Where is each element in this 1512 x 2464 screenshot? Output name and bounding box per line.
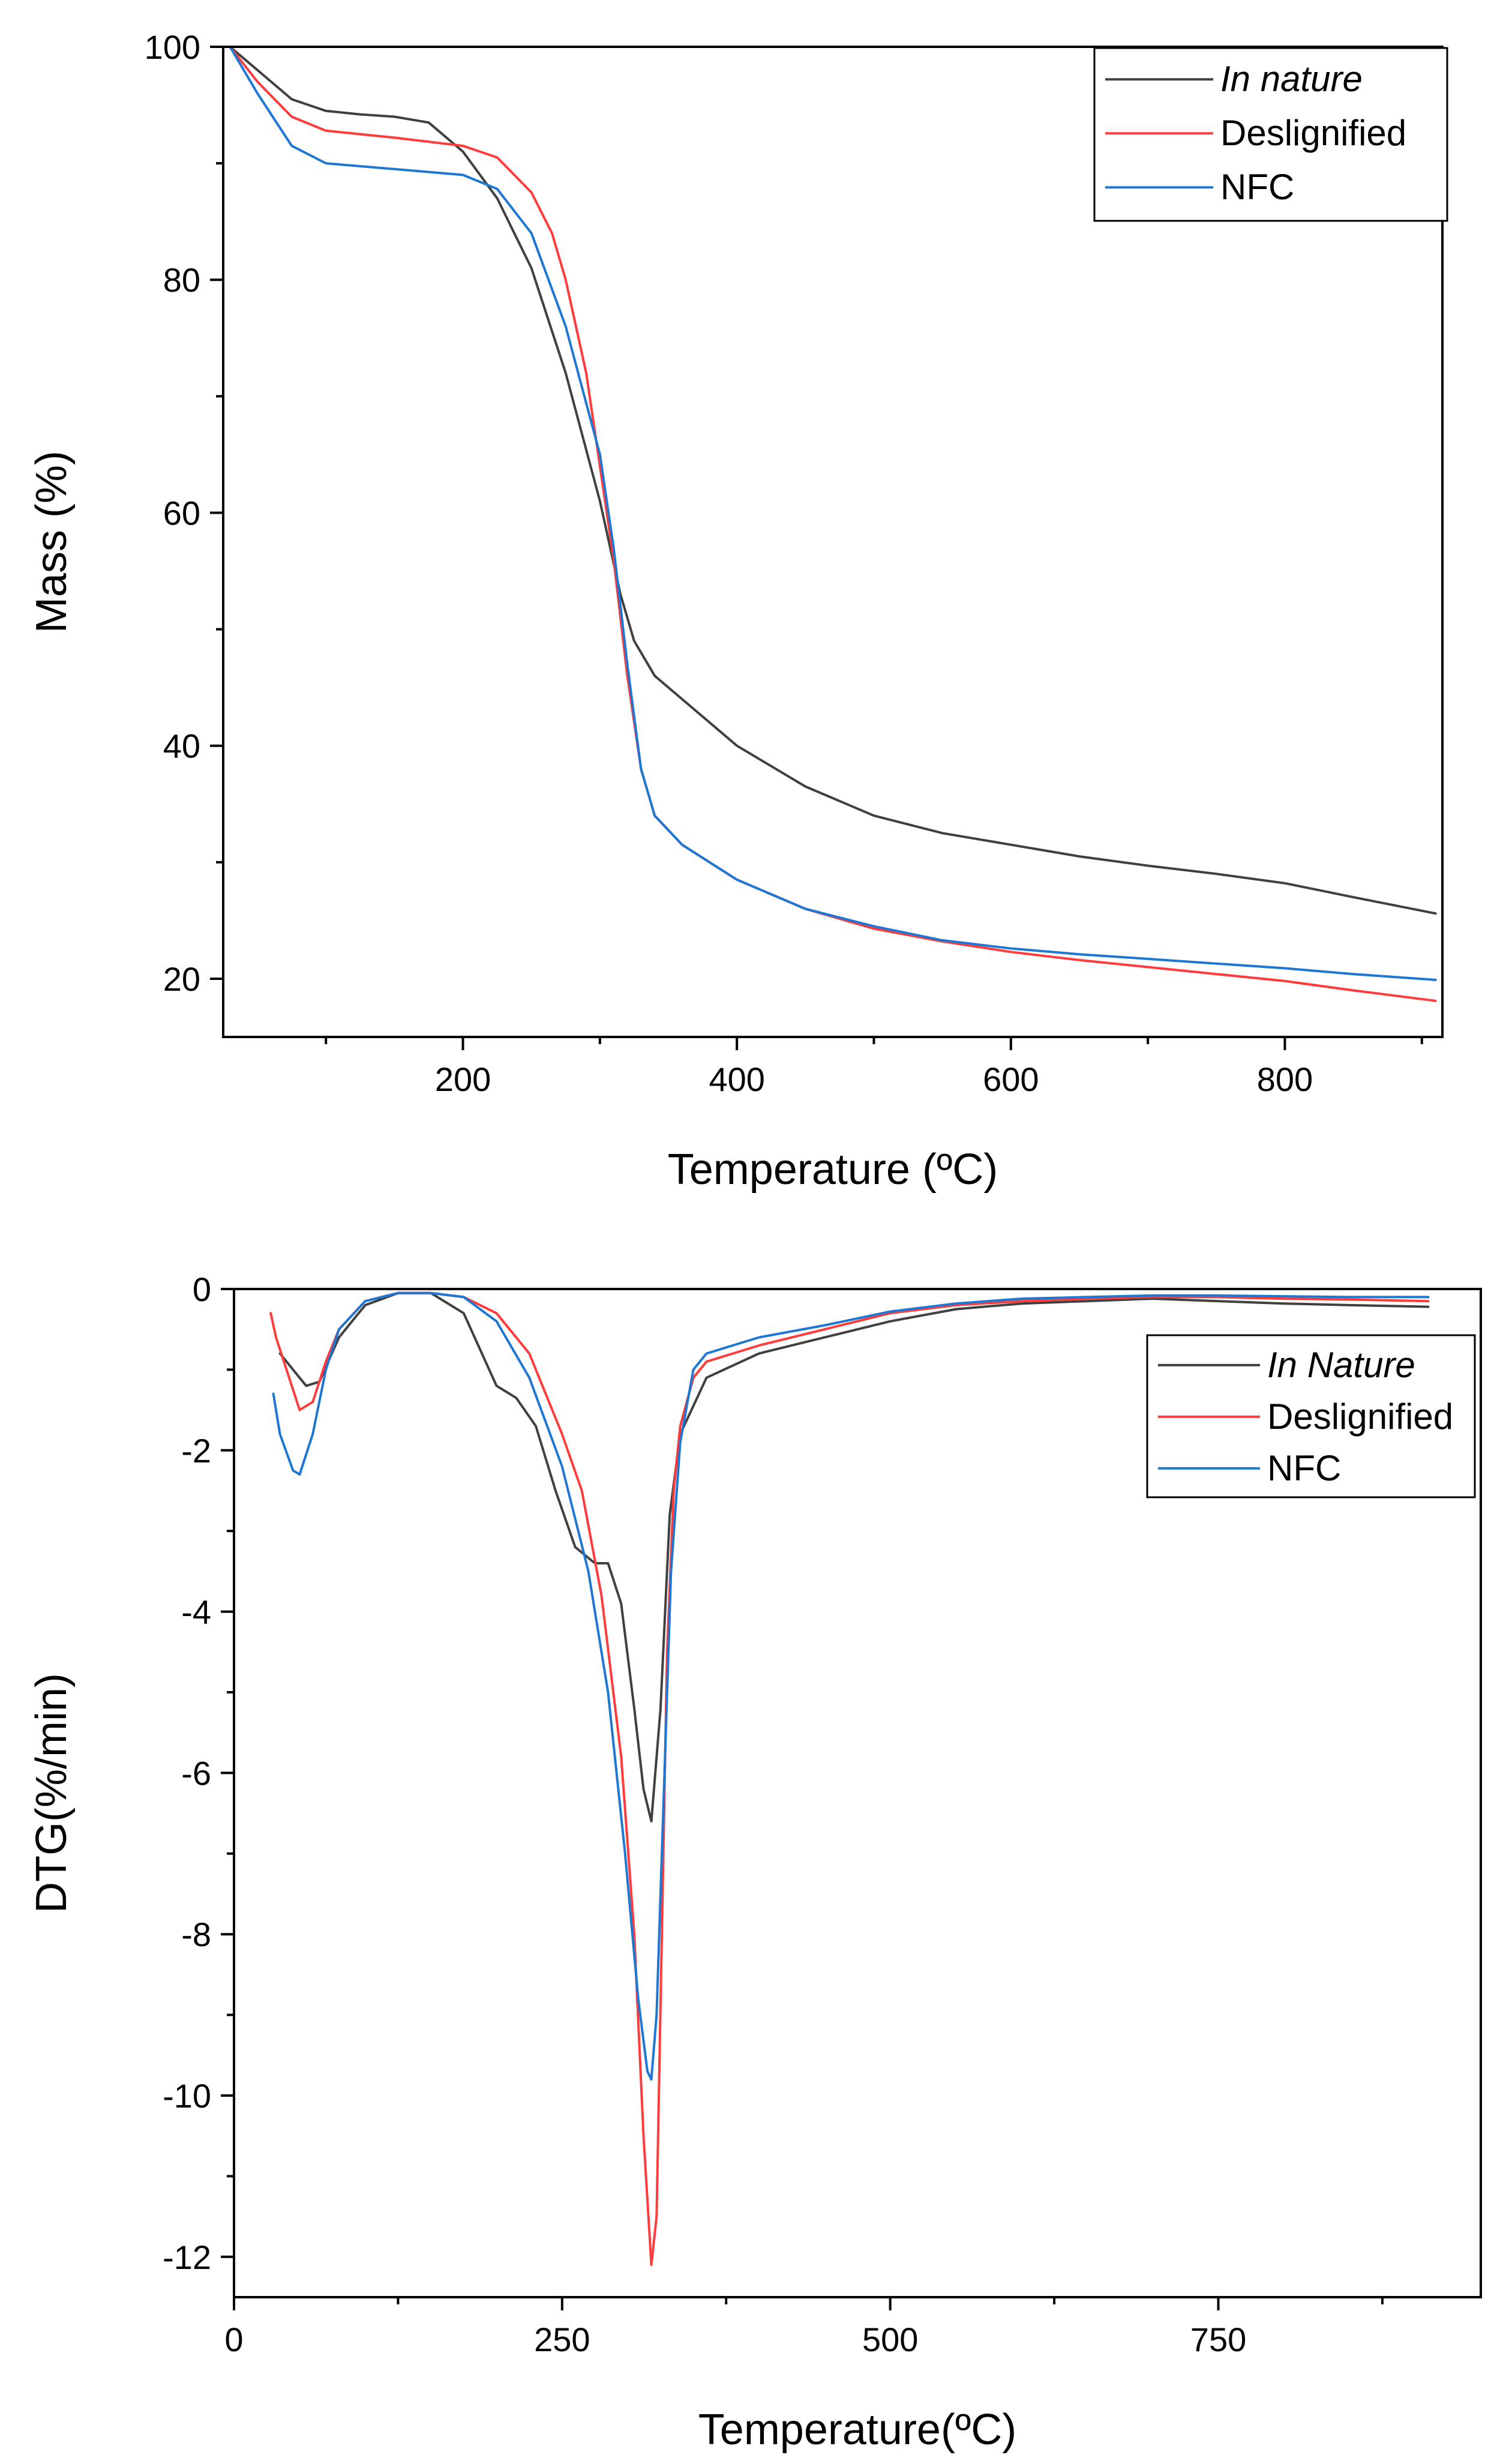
mass-chart: 200 400 600 800 20 40 60 80 100 Temperature (ºC) M… [28, 28, 1448, 1194]
dtg-y-tick-label: -2 [181, 1432, 211, 1470]
dtg-legend: In Nature Deslignified NFC [1146, 1334, 1476, 1498]
mass-y-axis-title: Mass (%) [28, 451, 76, 633]
mass-series-line-nfc [229, 47, 1437, 981]
dtg-series-line-nfc [272, 1291, 1430, 2081]
dtg-legend-label: Deslignified [1267, 1396, 1453, 1437]
mass-plot-frame [222, 46, 1444, 1038]
mass-y-tick-label: 60 [163, 494, 200, 532]
dtg-x-tick-label: 500 [862, 2321, 918, 2358]
mass-x-tick-label: 200 [435, 1060, 491, 1098]
dtg-chart: 0 250 500 750 0 -2 -4 -6 -8 -10 -12 Temperature(ºC)… [28, 1270, 1482, 2454]
dtg-y-tick-label: -4 [181, 1593, 211, 1631]
mass-legend-label: Deslignified [1220, 113, 1406, 153]
dtg-x-tick-label: 0 [224, 2321, 243, 2358]
mass-legend-label: In nature [1220, 59, 1363, 99]
mass-y-tick-label: 100 [145, 28, 200, 66]
mass-series-line-in-nature [229, 47, 1437, 915]
dtg-x-tick-label: 750 [1190, 2321, 1246, 2358]
dtg-series-line-in-nature [278, 1291, 1430, 1822]
dtg-y-tick-label: -12 [163, 2238, 211, 2276]
mass-y-tick-label: 20 [163, 960, 200, 998]
dtg-legend-label: In Nature [1267, 1345, 1415, 1385]
dtg-y-tick-label: -6 [181, 1754, 211, 1792]
mass-x-axis-title: Temperature (ºC) [668, 1146, 998, 1194]
dtg-y-axis-title: DTG(%/min) [28, 1673, 76, 1913]
mass-x-tick-label: 400 [709, 1060, 764, 1098]
dtg-plot-frame [233, 1288, 1482, 2298]
dtg-x-tick-label: 250 [534, 2321, 590, 2358]
mass-y-tick-label: 80 [163, 261, 200, 299]
dtg-legend-label: NFC [1267, 1448, 1341, 1488]
mass-legend: In nature Deslignified NFC [1093, 47, 1448, 222]
mass-x-tick-label: 600 [983, 1060, 1039, 1098]
mass-legend-label: NFC [1220, 167, 1294, 207]
dtg-y-tick-label: 0 [193, 1270, 211, 1308]
dtg-y-tick-label: -10 [163, 2077, 211, 2115]
mass-y-tick-label: 40 [163, 727, 200, 765]
mass-x-tick-label: 800 [1257, 1060, 1313, 1098]
dtg-x-axis-title: Temperature(ºC) [698, 2406, 1016, 2454]
dtg-y-tick-label: -8 [181, 1916, 211, 1953]
